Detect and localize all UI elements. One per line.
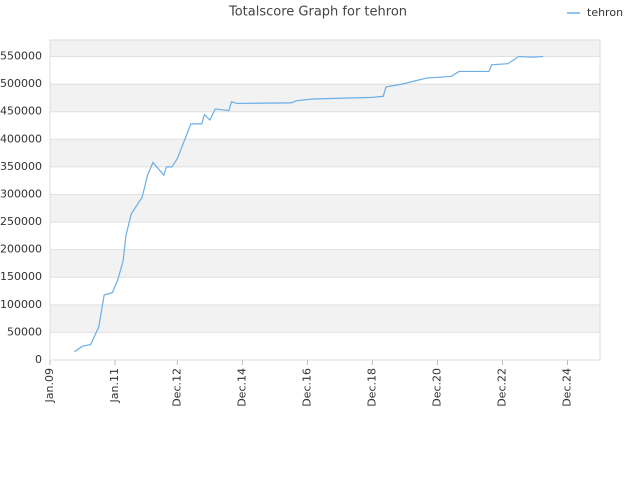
- grid-band: [50, 40, 600, 57]
- plot-frame: [49, 39, 601, 361]
- y-tick-label: 100000: [0, 298, 42, 311]
- y-tick-label: 150000: [0, 270, 42, 283]
- x-tick-label: Jan.11: [108, 368, 121, 403]
- x-tick-label: Dec.24: [560, 368, 573, 407]
- chart-title: Totalscore Graph for tehron: [228, 5, 407, 20]
- y-tick-label: 300000: [0, 187, 42, 200]
- x-tick-label: Dec.14: [235, 368, 248, 407]
- x-tick-label: Dec.20: [430, 368, 443, 407]
- y-tick-label: 0: [35, 353, 42, 366]
- y-tick-label: 350000: [0, 160, 42, 173]
- x-tick-label: Dec.12: [170, 368, 183, 407]
- grid-band: [50, 194, 600, 223]
- y-tick-label: 50000: [7, 325, 42, 338]
- y-tick-label: 500000: [0, 77, 42, 90]
- y-tick-label: 250000: [0, 215, 42, 228]
- grid-band: [50, 304, 600, 333]
- y-tick-label: 550000: [0, 50, 42, 63]
- x-tick-label: Dec.16: [300, 368, 313, 407]
- y-tick-label: 200000: [0, 243, 42, 256]
- grid-band: [50, 84, 600, 112]
- series-line: [74, 55, 544, 353]
- x-tick-label: Dec.18: [365, 368, 378, 407]
- legend-label: tehron: [587, 6, 623, 19]
- x-tick-label: Dec.22: [495, 368, 508, 407]
- grid-band: [50, 139, 600, 167]
- y-tick-label: 450000: [0, 105, 42, 118]
- y-tick-label: 400000: [0, 132, 42, 145]
- grid-band: [50, 249, 600, 278]
- x-tick-label: Jan.09: [43, 368, 56, 403]
